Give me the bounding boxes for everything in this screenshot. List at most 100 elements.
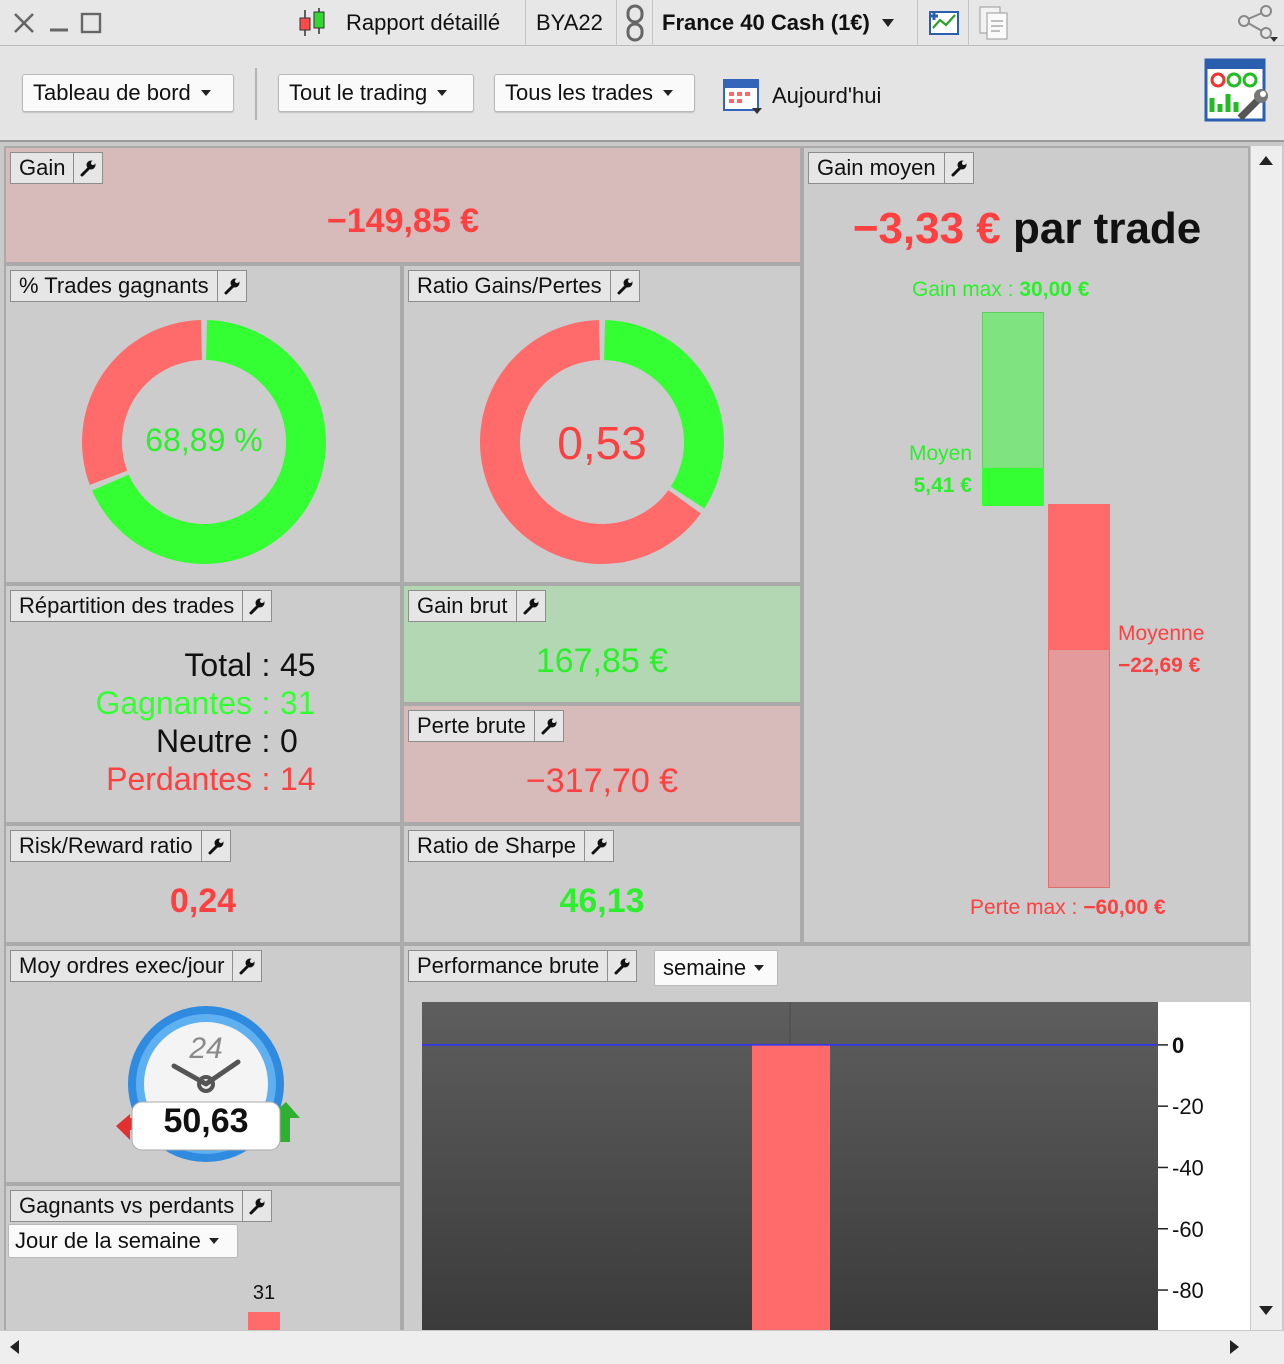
wrench-icon[interactable] <box>945 153 973 183</box>
gain-loss-donut <box>479 320 724 564</box>
wrench-icon[interactable] <box>611 271 639 301</box>
candlestick-icon <box>296 0 330 46</box>
view-select-label: Tableau de bord <box>33 80 191 105</box>
orders-per-day-value: 50,63 <box>163 1102 249 1140</box>
gross-gain-panel: Gain brut 167,85 € <box>402 584 802 704</box>
add-chart-icon[interactable] <box>928 0 960 46</box>
minimize-icon[interactable] <box>48 0 70 46</box>
trade-distribution-header: Répartition des trades <box>10 590 273 622</box>
max-gain-value: 30,00 € <box>1019 278 1090 301</box>
gain-loss-ratio-panel: Ratio Gains/Pertes 0,53 <box>402 264 802 584</box>
wrench-icon[interactable] <box>202 831 230 861</box>
close-icon[interactable] <box>12 0 36 46</box>
panel-title: Perte brute <box>409 711 535 741</box>
risk-reward-panel: Risk/Reward ratio 0,24 <box>4 824 402 944</box>
sharpe-panel: Ratio de Sharpe 46,13 <box>402 824 802 944</box>
date-label: Aujourd'hui <box>772 83 882 108</box>
gain-loss-ratio-value: 0,53 <box>557 417 647 469</box>
panel-title: Moy ordres exec/jour <box>11 951 234 981</box>
account-label[interactable]: BYA22 <box>536 10 603 35</box>
avg-gain-header: Gain moyen <box>808 152 974 184</box>
trading-select[interactable]: Tout le trading <box>278 74 474 112</box>
scroll-down-icon[interactable] <box>1259 1306 1273 1315</box>
y-tick-label: -20 <box>1172 1094 1204 1119</box>
wrench-icon[interactable] <box>233 951 261 981</box>
donut-loss-segment <box>479 320 701 564</box>
donut-win-segment <box>92 320 327 564</box>
avg-gain-suffix: par trade <box>1012 204 1202 253</box>
avg-win-value: 5,41 € <box>913 474 972 497</box>
view-select[interactable]: Tableau de bord <box>22 74 234 112</box>
calendar-icon <box>723 79 762 114</box>
panel-title: % Trades gagnants <box>11 271 218 301</box>
gross-loss-value: −317,70 € <box>525 762 679 800</box>
document-icon[interactable] <box>978 0 1010 46</box>
wrench-icon[interactable] <box>218 271 246 301</box>
scroll-right-icon[interactable] <box>1230 1340 1239 1354</box>
donut-loss-segment <box>82 320 202 485</box>
risk-reward-header: Risk/Reward ratio <box>10 830 231 862</box>
link-icon[interactable] <box>624 0 646 46</box>
winners-vs-losers-panel: Gagnants vs perdants Jour de la semaine … <box>4 1184 402 1334</box>
colon: : <box>261 685 271 721</box>
wrench-icon[interactable] <box>243 1191 271 1221</box>
max-loss-caption: Perte max : −60,00 € <box>970 896 1166 920</box>
total-label: Total <box>184 647 252 683</box>
loss-value: 14 <box>280 761 316 797</box>
chevron-down-icon <box>754 965 765 971</box>
wrench-icon[interactable] <box>74 153 102 183</box>
max-loss-label: Perte max : <box>970 896 1084 919</box>
gain-loss-ratio-header: Ratio Gains/Pertes <box>408 270 640 302</box>
winners-vs-losers-header: Gagnants vs perdants <box>10 1190 273 1222</box>
trade-distribution-panel: Répartition des trades Total:45 Gagnante… <box>4 584 402 824</box>
y-tick-label: -80 <box>1172 1278 1204 1303</box>
colon: : <box>261 723 271 759</box>
trading-select-label: Tout le trading <box>289 80 428 105</box>
wrench-icon[interactable] <box>585 831 613 861</box>
wrench-icon[interactable] <box>608 951 636 981</box>
vertical-scrollbar[interactable] <box>1250 146 1282 1330</box>
win-label: Gagnantes <box>95 685 252 721</box>
toolbar-divider <box>255 68 257 120</box>
gross-loss-header: Perte brute <box>408 710 564 742</box>
wrench-icon[interactable] <box>535 711 563 741</box>
avg-loss-label: Moyenne <box>1118 622 1205 645</box>
date-button[interactable]: Aujourd'hui <box>722 76 881 116</box>
donut-gain-segment <box>604 320 724 509</box>
orders-per-day-header: Moy ordres exec/jour <box>10 950 263 982</box>
maximize-icon[interactable] <box>80 0 102 46</box>
group-select-label: Jour de la semaine <box>15 1228 201 1253</box>
sharpe-value: 46,13 <box>559 882 645 920</box>
wrench-icon[interactable] <box>243 591 271 621</box>
horizontal-scrollbar[interactable] <box>0 1330 1284 1364</box>
trades-select-label: Tous les trades <box>505 80 653 105</box>
y-axis-area <box>1158 1002 1252 1332</box>
sharpe-header: Ratio de Sharpe <box>408 830 614 862</box>
period-select[interactable]: semaine <box>654 950 778 986</box>
gross-gain-header: Gain brut <box>408 590 546 622</box>
chevron-down-icon <box>208 1238 219 1244</box>
dashboard-settings-icon[interactable] <box>1204 58 1270 131</box>
avg-loss-bar <box>1048 504 1110 650</box>
orders-per-day-panel: Moy ordres exec/jour 24 50,63 <box>4 944 402 1184</box>
avg-win-label: Moyen <box>908 442 972 465</box>
panel-title: Gagnants vs perdants <box>11 1191 244 1221</box>
y-tick-label: 0 <box>1172 1033 1184 1058</box>
performance-bar <box>752 1044 830 1332</box>
max-loss-value: −60,00 € <box>1083 896 1166 919</box>
panel-title: Gain <box>11 153 75 183</box>
wrench-icon[interactable] <box>517 591 545 621</box>
gross-performance-header: Performance brute <box>408 950 638 982</box>
chevron-down-icon <box>437 90 448 96</box>
win-value: 31 <box>280 685 316 721</box>
loss-label: Perdantes <box>106 761 252 797</box>
scroll-left-icon[interactable] <box>10 1340 19 1354</box>
trades-select[interactable]: Tous les trades <box>494 74 695 112</box>
colon: : <box>261 761 271 797</box>
panel-title: Ratio Gains/Pertes <box>409 271 611 301</box>
share-icon[interactable] <box>1236 0 1280 46</box>
gross-loss-panel: Perte brute −317,70 € <box>402 704 802 824</box>
instrument-select[interactable]: France 40 Cash (1€) <box>662 0 894 46</box>
group-select[interactable]: Jour de la semaine <box>8 1224 238 1258</box>
scroll-up-icon[interactable] <box>1259 156 1273 165</box>
